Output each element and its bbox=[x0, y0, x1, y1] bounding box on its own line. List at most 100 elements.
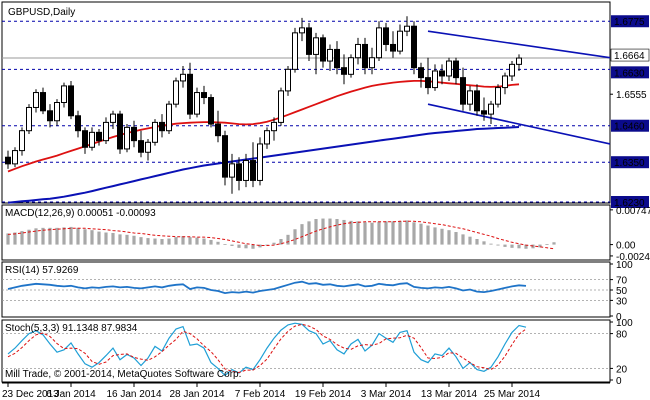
candle bbox=[320, 34, 326, 68]
macd-bar bbox=[363, 222, 367, 245]
macd-bar bbox=[377, 221, 381, 245]
candle-body-bullish bbox=[348, 57, 354, 75]
stoch-panel-title: Stoch(5,3,3) 91.1348 87.9834 bbox=[5, 323, 138, 334]
candle-body-bearish bbox=[201, 92, 207, 99]
candle-body-bullish bbox=[103, 121, 109, 142]
candle-body-bearish bbox=[68, 85, 74, 117]
macd-bar bbox=[461, 234, 465, 245]
macd-bar bbox=[293, 229, 297, 245]
macd-bar bbox=[97, 231, 101, 245]
macd-bar bbox=[454, 232, 458, 245]
candle-body-bearish bbox=[222, 135, 228, 178]
copyright-text: Mill Trade, © 2001-2014, MetaQuotes Soft… bbox=[5, 369, 241, 380]
macd-bar bbox=[209, 239, 213, 245]
candle-body-bearish bbox=[82, 130, 88, 148]
macd-tick-label: -0.00244 bbox=[616, 252, 650, 263]
macd-bar bbox=[6, 233, 10, 245]
candle bbox=[397, 24, 403, 55]
candle bbox=[474, 84, 480, 116]
macd-panel[interactable]: 0.00747 0.00-0.00244 MACD(12,26,9) 0.0005… bbox=[1, 204, 650, 263]
macd-bar bbox=[489, 243, 493, 245]
candle bbox=[89, 127, 95, 151]
macd-bar bbox=[132, 235, 136, 245]
candle bbox=[509, 61, 515, 81]
candle-body-bullish bbox=[292, 32, 298, 70]
macd-bar bbox=[223, 244, 227, 245]
stoch-level-lines bbox=[2, 333, 610, 369]
macd-bar bbox=[251, 244, 255, 249]
price-level-lines bbox=[2, 20, 610, 203]
price-panel[interactable]: 1.6775 1.6664 1.6630 1.6555 1.6460 1.6350 1.62… bbox=[1, 1, 650, 209]
candle-body-bullish bbox=[488, 103, 494, 115]
candle bbox=[257, 137, 263, 186]
macd-bar bbox=[244, 244, 248, 249]
time-tick-label: 19 Feb 2014 bbox=[295, 389, 352, 400]
candle bbox=[418, 62, 424, 88]
candle-body-bearish bbox=[236, 163, 242, 181]
candle-body-bearish bbox=[215, 123, 221, 137]
candle-body-bearish bbox=[159, 121, 165, 132]
candle bbox=[362, 37, 368, 75]
candle-body-bullish bbox=[33, 92, 39, 108]
macd-bar bbox=[307, 221, 311, 245]
macd-bar bbox=[48, 227, 52, 245]
macd-bar bbox=[146, 238, 150, 245]
candle bbox=[481, 97, 487, 121]
candle-body-bullish bbox=[110, 113, 116, 123]
stoch-tick-label: 80 bbox=[616, 330, 628, 341]
candle-body-bearish bbox=[411, 25, 417, 69]
macd-axis: 0.00747 0.00-0.00244 bbox=[610, 206, 650, 263]
candle bbox=[488, 100, 494, 125]
macd-bar bbox=[188, 237, 192, 245]
macd-bar bbox=[314, 219, 318, 245]
macd-bar bbox=[174, 237, 178, 245]
candle-body-bullish bbox=[166, 103, 172, 132]
current-price-tag bbox=[610, 48, 650, 62]
stoch-panel-frame bbox=[1, 319, 611, 383]
candle-body-bullish bbox=[54, 102, 60, 122]
candle bbox=[145, 138, 151, 161]
macd-bar bbox=[62, 227, 66, 245]
candle bbox=[355, 37, 361, 65]
macd-bar bbox=[405, 220, 409, 245]
candle-body-bullish bbox=[516, 57, 522, 65]
candle bbox=[383, 22, 389, 52]
price-axis: 1.6775 1.6664 1.6630 1.6555 1.6460 1.6350 1.62… bbox=[610, 15, 650, 209]
candle-body-bearish bbox=[96, 131, 102, 142]
price-tag-label: 1.6350 bbox=[614, 158, 645, 169]
candle-body-bearish bbox=[131, 126, 137, 142]
candle bbox=[215, 110, 221, 143]
candle-body-bullish bbox=[61, 85, 67, 103]
macd-bar bbox=[398, 220, 402, 245]
rsi-tick-label: 30 bbox=[616, 296, 628, 307]
candle-body-bullish bbox=[145, 141, 151, 153]
candle bbox=[334, 41, 340, 75]
macd-bar bbox=[552, 242, 556, 245]
candle-body-bearish bbox=[117, 113, 123, 150]
macd-bar bbox=[258, 244, 262, 248]
candle-body-bearish bbox=[187, 73, 193, 115]
candle-body-bullish bbox=[313, 37, 319, 55]
macd-bar bbox=[55, 227, 59, 245]
candle-body-bullish bbox=[502, 75, 508, 89]
macd-bar bbox=[538, 244, 542, 248]
macd-bar bbox=[517, 244, 521, 249]
macd-bar bbox=[20, 231, 24, 245]
rsi-series bbox=[7, 280, 527, 295]
macd-bar bbox=[433, 227, 437, 245]
macd-bar bbox=[69, 226, 73, 245]
price-tag bbox=[611, 15, 649, 28]
candle-body-bearish bbox=[383, 27, 389, 45]
candle bbox=[369, 47, 375, 75]
candle bbox=[194, 87, 200, 118]
price-tag bbox=[611, 66, 649, 79]
macd-bar bbox=[412, 222, 416, 245]
price-tag bbox=[611, 119, 649, 132]
candle-body-bullish bbox=[495, 87, 501, 105]
candle bbox=[236, 157, 242, 191]
candle bbox=[404, 16, 410, 37]
